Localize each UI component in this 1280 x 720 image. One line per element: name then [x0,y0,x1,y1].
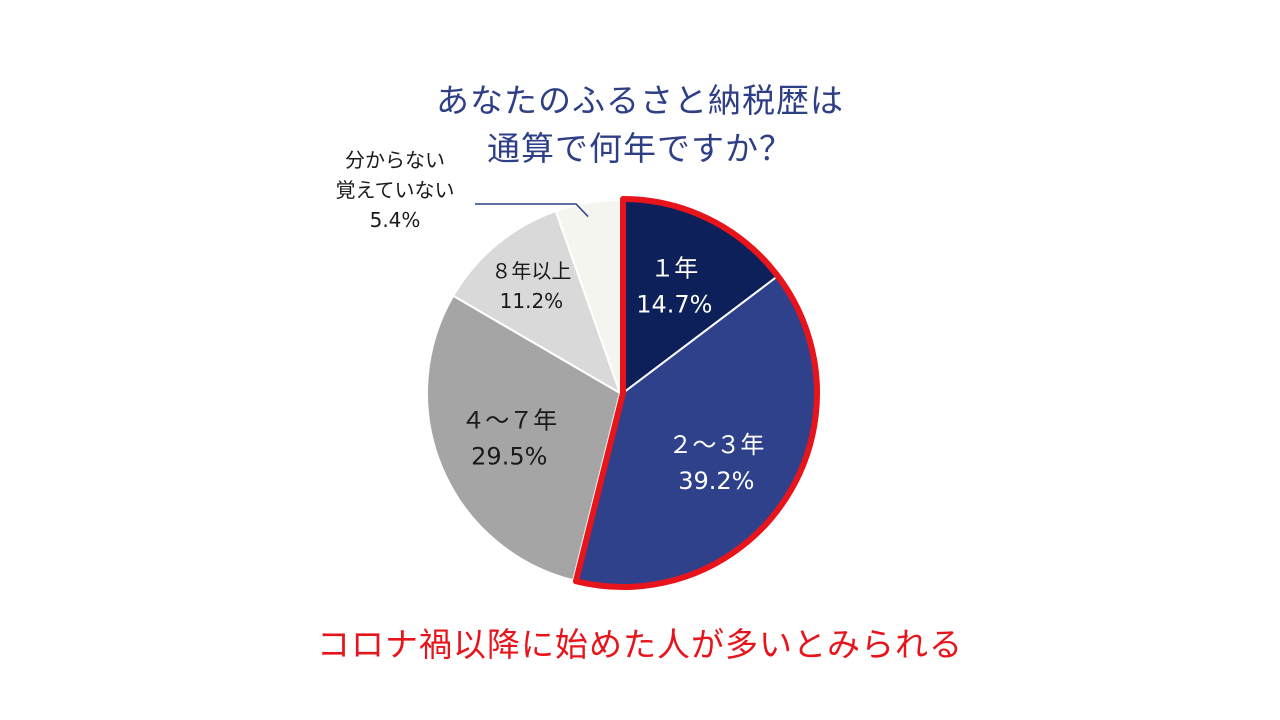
slice-1-value-label: 14.7% [636,290,712,318]
slice-4-value-label: 11.2% [500,289,564,313]
slice-5-wedge [554,198,621,394]
pie-labels: １年 14.7% ２～３年 39.2% ４～７年 29.5% ８年以上 11.2% 分からない覚… [336,148,765,495]
highlight-outline-group [572,196,820,590]
pie-slices [426,198,817,587]
slice-3-wedge [426,294,622,582]
slice-1-label-line-1: １年 [650,254,698,282]
slice-5-value-label: 5.4% [370,208,421,232]
slice-2-label-line-1: ２～３年 [668,431,764,459]
slice-5-label-line-1: 分からない [345,148,445,172]
highlight-outline [572,196,820,590]
chart-title-line-2: 通算で何年ですか？ [487,129,793,168]
slice-4-label-line-1: ８年以上 [491,259,571,283]
slice-3-label-line-1: ４～７年 [461,406,557,434]
chart-title-line-1: あなたのふるさと納税歴は [436,81,844,120]
slice-5-label-line-2: 覚えていない [336,178,455,202]
slice-4-wedge [451,209,622,396]
conclusion-text: コロナ禍以降に始めた人が多いとみられる [317,625,963,664]
slice-5-leader-line [475,203,589,218]
slice-3-value-label: 29.5% [471,442,547,470]
slice-2-value-label: 39.2% [678,467,754,495]
